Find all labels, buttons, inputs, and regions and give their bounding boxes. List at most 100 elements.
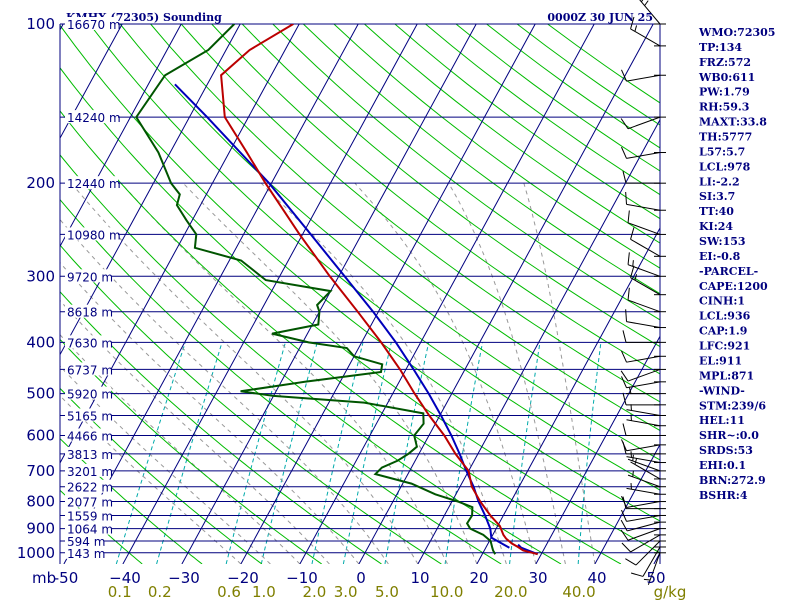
wind-barb-staff (626, 74, 661, 82)
sounding-index: MAXT:33.8 (699, 116, 767, 129)
wind-barb-staff (626, 355, 661, 363)
wind-barb (621, 146, 666, 159)
wind-barb-staff (626, 409, 661, 416)
mixing-ratio-line (577, 342, 602, 564)
temperature-tick-label: 40 (587, 569, 606, 587)
height-label: 1064 m (67, 523, 113, 537)
sounding-index: SHR~:0.0 (699, 429, 759, 442)
pressure-label: 400 (26, 333, 55, 351)
dry-adiabat-line (60, 437, 203, 564)
wind-barb-staff (627, 264, 661, 277)
wind-barb-half (634, 25, 638, 32)
isotherm-line (60, 24, 241, 356)
wind-barb-full (620, 118, 629, 130)
sounding-index: LCL:978 (699, 160, 751, 173)
height-label: 3813 m (67, 448, 113, 462)
temperature-tick-label: 0 (356, 569, 366, 587)
wind-barb-half (629, 387, 632, 394)
temperature-tick-label: −10 (286, 569, 318, 587)
dry-adiabat-line (60, 154, 562, 564)
wind-barb-staff (626, 321, 661, 329)
height-labels: 16670 m 14240 m 12440 m 10980 m 9720 m 8618 m… (65, 17, 121, 561)
isotherm-line (60, 24, 300, 464)
wind-barb-full (621, 439, 627, 451)
sounding-index: RH:59.3 (699, 101, 749, 114)
wind-barb-full (627, 287, 630, 301)
wind-barb-full (620, 370, 629, 382)
wind-barb-staff (626, 444, 661, 452)
wind-barb (622, 330, 666, 343)
sounding-index: -WIND- (699, 384, 745, 397)
wind-barb (630, 16, 666, 47)
isotherm-line (358, 24, 654, 564)
dry-adiabat-line (60, 67, 660, 554)
wind-barb-half (632, 470, 634, 477)
wind-barb-full (627, 252, 630, 265)
temperature-trace (220, 24, 538, 556)
dry-adiabat-line (272, 24, 660, 321)
wind-barb (622, 392, 666, 406)
wind-barb-staff (627, 474, 661, 488)
valid-time-title: 0000Z 30 JUN 25 (547, 11, 653, 24)
sounding-indices: WMO:72305 TP:134 FRZ:572 WB0:611 PW:1.79 RH:5… (698, 26, 775, 502)
sounding-index: KI:24 (699, 220, 733, 233)
isotherm-line (122, 24, 418, 564)
wind-barb (630, 265, 666, 296)
wind-barb (622, 423, 666, 436)
dry-adiabat-line (150, 24, 660, 432)
mixing-ratio-label: 10.0 (430, 583, 463, 600)
sounding-index: MPL:871 (699, 369, 754, 382)
wind-barb-staff (626, 419, 661, 427)
wind-barb-staff (627, 458, 661, 472)
wind-barb-staff (627, 521, 661, 532)
sounding-index: TH:5777 (699, 131, 752, 144)
wind-barb (625, 540, 666, 566)
pressure-label: 100 (26, 15, 55, 33)
wind-barb-full (622, 392, 627, 405)
wind-barb (626, 387, 666, 395)
height-label: 5920 m (67, 388, 113, 402)
dry-adiabat-line (60, 338, 322, 564)
wind-barb (620, 116, 666, 130)
wind-barb (620, 528, 666, 541)
height-label-backdrop (65, 269, 111, 283)
moist-adiabat-line (354, 182, 537, 564)
sounding-index: SW:153 (699, 235, 746, 248)
wind-barb-full (630, 16, 635, 30)
isotherm-line (240, 24, 536, 564)
temperature-tick-label: 10 (410, 569, 429, 587)
mixing-ratio-label: 20.0 (494, 583, 527, 600)
sounding-index: LCL:936 (699, 310, 751, 323)
isotherm-line (535, 335, 660, 564)
mixing-ratio-label: 3.0 (334, 583, 358, 600)
wind-barb-staff (627, 299, 661, 313)
moist-adiabat-line (60, 394, 242, 564)
height-label-backdrop (65, 446, 111, 460)
sounding-index: TP:134 (699, 41, 742, 54)
wind-barb-staff (626, 456, 661, 464)
wind-barb-half (634, 458, 638, 465)
wind-barb-full (620, 519, 628, 532)
height-label-backdrop (65, 428, 111, 442)
sounding-index: CAPE:1200 (699, 280, 768, 293)
temperature-tick-label: −20 (227, 569, 259, 587)
sounding-index: L57:5.7 (699, 145, 745, 158)
mixing-ratio-line (311, 342, 364, 564)
wind-barb (622, 171, 666, 184)
wind-barb-full (622, 423, 627, 436)
dry-adiabat-line (60, 387, 263, 564)
height-label-backdrop (65, 463, 111, 477)
wind-barb (630, 227, 666, 257)
dry-adiabat-line (60, 110, 622, 564)
moist-adiabat-line (60, 365, 271, 564)
pressure-axis-labels: 100 200 300 400 500 600 700 800 900 1000 (17, 15, 55, 562)
wind-barb-staff (630, 28, 661, 47)
moist-adiabat-line (448, 182, 566, 564)
wind-barb-full (621, 350, 627, 363)
height-label-backdrop (65, 17, 118, 30)
moist-adiabat-line (60, 218, 389, 564)
height-label: 10980 m (67, 228, 121, 242)
wind-barb (630, 546, 666, 577)
